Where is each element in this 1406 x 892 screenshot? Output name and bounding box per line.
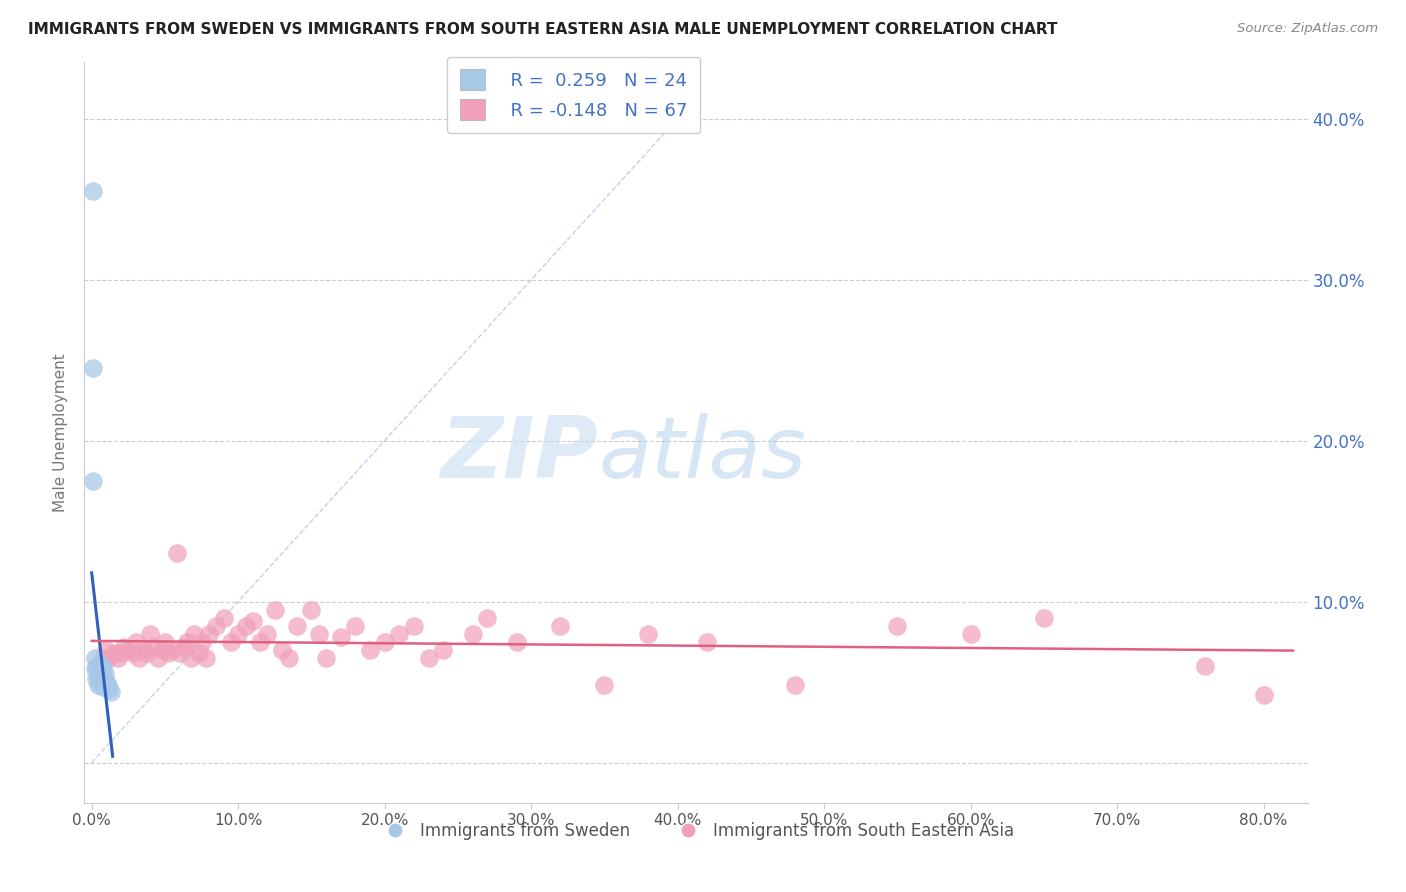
Point bbox=[198, 627, 221, 641]
Point bbox=[128, 651, 150, 665]
Point bbox=[285, 619, 308, 633]
Point bbox=[637, 627, 659, 641]
Point bbox=[344, 619, 367, 633]
Point bbox=[132, 643, 155, 657]
Point bbox=[505, 635, 527, 649]
Point bbox=[190, 635, 212, 649]
Point bbox=[89, 675, 111, 690]
Point bbox=[696, 635, 718, 649]
Y-axis label: Male Unemployment: Male Unemployment bbox=[53, 353, 69, 512]
Point bbox=[235, 619, 257, 633]
Point bbox=[112, 640, 135, 654]
Point bbox=[461, 627, 484, 641]
Point bbox=[89, 659, 111, 673]
Point bbox=[219, 635, 242, 649]
Point bbox=[83, 662, 105, 676]
Point bbox=[329, 630, 352, 644]
Point bbox=[87, 659, 110, 673]
Legend: Immigrants from Sweden, Immigrants from South Eastern Asia: Immigrants from Sweden, Immigrants from … bbox=[371, 815, 1021, 847]
Point bbox=[212, 610, 235, 624]
Point bbox=[150, 643, 173, 657]
Point bbox=[359, 643, 381, 657]
Point bbox=[271, 643, 294, 657]
Point bbox=[194, 651, 217, 665]
Point bbox=[374, 635, 396, 649]
Point bbox=[93, 680, 115, 694]
Point bbox=[107, 651, 129, 665]
Point bbox=[83, 651, 105, 665]
Point bbox=[124, 635, 146, 649]
Point bbox=[242, 614, 264, 628]
Point bbox=[84, 672, 107, 686]
Point bbox=[187, 646, 209, 660]
Point bbox=[86, 678, 108, 692]
Point bbox=[86, 667, 108, 681]
Point bbox=[315, 651, 337, 665]
Point bbox=[84, 659, 107, 673]
Point bbox=[1032, 610, 1054, 624]
Point bbox=[136, 646, 159, 660]
Point bbox=[94, 667, 117, 681]
Point bbox=[249, 635, 271, 649]
Point bbox=[886, 619, 908, 633]
Point bbox=[388, 627, 411, 641]
Point bbox=[82, 361, 104, 376]
Point bbox=[93, 662, 115, 676]
Point bbox=[96, 643, 118, 657]
Point bbox=[121, 646, 143, 660]
Point bbox=[156, 646, 179, 660]
Point bbox=[278, 651, 301, 665]
Point bbox=[153, 635, 176, 649]
Point bbox=[783, 678, 806, 692]
Point bbox=[93, 672, 115, 686]
Point bbox=[103, 646, 125, 660]
Point bbox=[100, 685, 122, 699]
Point bbox=[183, 627, 205, 641]
Point bbox=[98, 651, 121, 665]
Point bbox=[432, 643, 454, 657]
Point bbox=[110, 646, 132, 660]
Point bbox=[550, 619, 572, 633]
Point bbox=[169, 646, 191, 660]
Point bbox=[1194, 659, 1216, 673]
Point bbox=[176, 635, 198, 649]
Text: ZIP: ZIP bbox=[440, 413, 598, 496]
Point bbox=[180, 651, 202, 665]
Point bbox=[87, 670, 110, 684]
Point bbox=[87, 659, 110, 673]
Point bbox=[256, 627, 278, 641]
Point bbox=[205, 619, 228, 633]
Point bbox=[91, 659, 114, 673]
Point bbox=[82, 184, 104, 198]
Point bbox=[96, 675, 118, 690]
Point bbox=[402, 619, 425, 633]
Point bbox=[93, 651, 115, 665]
Point bbox=[142, 640, 165, 654]
Text: Source: ZipAtlas.com: Source: ZipAtlas.com bbox=[1237, 22, 1378, 36]
Point bbox=[173, 640, 195, 654]
Text: IMMIGRANTS FROM SWEDEN VS IMMIGRANTS FROM SOUTH EASTERN ASIA MALE UNEMPLOYMENT C: IMMIGRANTS FROM SWEDEN VS IMMIGRANTS FRO… bbox=[28, 22, 1057, 37]
Point bbox=[117, 643, 139, 657]
Point bbox=[263, 602, 285, 616]
Point bbox=[1253, 688, 1275, 702]
Point bbox=[91, 675, 114, 690]
Point bbox=[299, 602, 322, 616]
Point bbox=[477, 610, 499, 624]
Point bbox=[82, 474, 104, 488]
Point bbox=[97, 678, 120, 692]
Point bbox=[94, 675, 117, 690]
Point bbox=[959, 627, 981, 641]
Point bbox=[139, 627, 162, 641]
Point bbox=[146, 651, 169, 665]
Point bbox=[162, 643, 184, 657]
Point bbox=[98, 681, 121, 696]
Point bbox=[166, 546, 188, 560]
Point bbox=[593, 678, 616, 692]
Point bbox=[89, 667, 111, 681]
Point bbox=[418, 651, 440, 665]
Text: atlas: atlas bbox=[598, 413, 806, 496]
Point bbox=[226, 627, 249, 641]
Point bbox=[308, 627, 330, 641]
Point bbox=[91, 667, 114, 681]
